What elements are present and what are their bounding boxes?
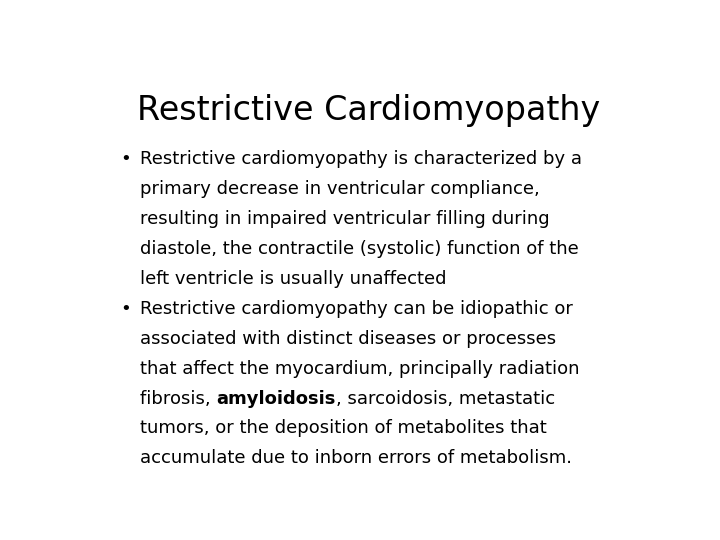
Text: resulting in impaired ventricular filling during: resulting in impaired ventricular fillin… (140, 210, 550, 228)
Text: , sarcoidosis, metastatic: , sarcoidosis, metastatic (336, 389, 555, 408)
Text: associated with distinct diseases or processes: associated with distinct diseases or pro… (140, 329, 557, 348)
Text: amyloidosis: amyloidosis (217, 389, 336, 408)
Text: left ventricle is usually unaffected: left ventricle is usually unaffected (140, 270, 446, 288)
Text: accumulate due to inborn errors of metabolism.: accumulate due to inborn errors of metab… (140, 449, 572, 468)
Text: •: • (121, 150, 132, 168)
Text: diastole, the contractile (systolic) function of the: diastole, the contractile (systolic) fun… (140, 240, 579, 258)
Text: Restrictive cardiomyopathy can be idiopathic or: Restrictive cardiomyopathy can be idiopa… (140, 300, 573, 318)
Text: •: • (121, 300, 132, 318)
Text: Restrictive Cardiomyopathy: Restrictive Cardiomyopathy (138, 94, 600, 127)
Text: that affect the myocardium, principally radiation: that affect the myocardium, principally … (140, 360, 580, 377)
Text: Restrictive cardiomyopathy is characterized by a: Restrictive cardiomyopathy is characteri… (140, 150, 582, 168)
Text: tumors, or the deposition of metabolites that: tumors, or the deposition of metabolites… (140, 420, 547, 437)
Text: primary decrease in ventricular compliance,: primary decrease in ventricular complian… (140, 180, 540, 198)
Text: fibrosis,: fibrosis, (140, 389, 217, 408)
